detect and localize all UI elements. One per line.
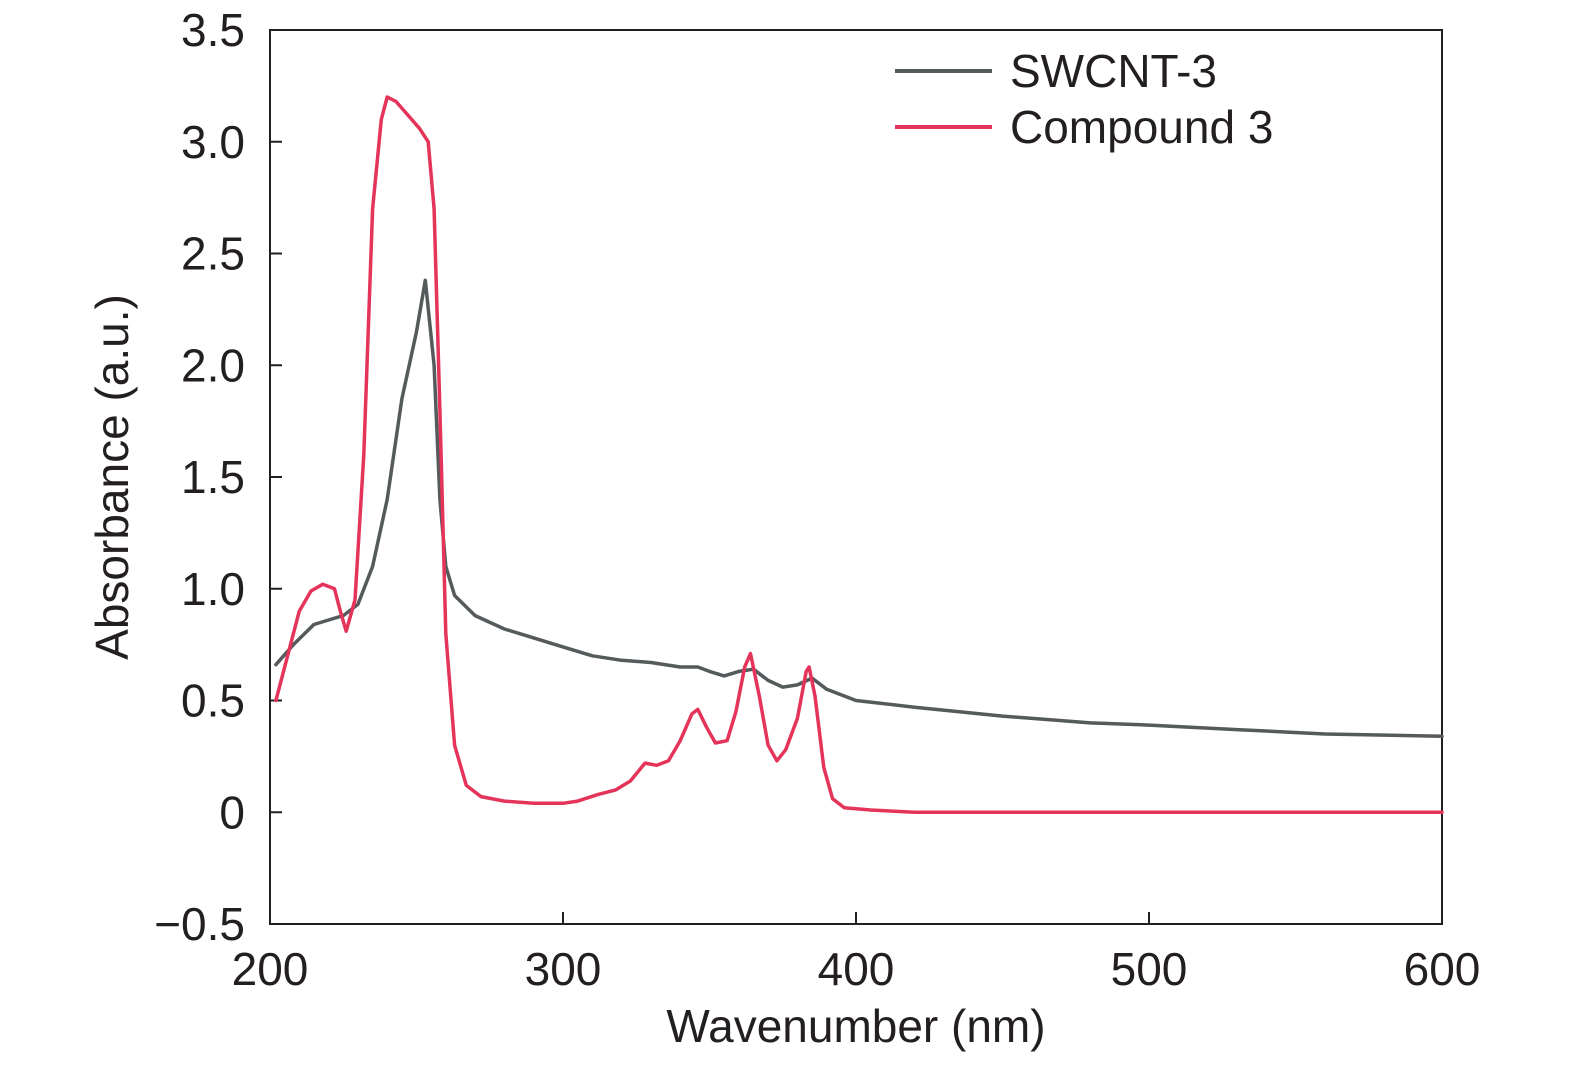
y-tick-label: 2.0 bbox=[181, 339, 245, 391]
series-line-compound-3 bbox=[274, 95, 1444, 815]
x-axis-title: Wavenumber (nm) bbox=[666, 1000, 1045, 1052]
x-tick-label: 200 bbox=[232, 943, 309, 995]
y-tick-label: 3.0 bbox=[181, 116, 245, 168]
legend-label-swcnt-3: SWCNT-3 bbox=[1010, 45, 1217, 97]
series-line-swcnt-3 bbox=[274, 278, 1444, 739]
x-tick-label: 400 bbox=[818, 943, 895, 995]
y-tick-label: 0 bbox=[219, 786, 245, 838]
y-axis-title: Absorbance (a.u.) bbox=[86, 294, 138, 660]
y-axis: −0.5 0 0.5 1.0 1.5 2.0 2.5 3.0 3.5 bbox=[154, 4, 282, 950]
x-tick-label: 600 bbox=[1404, 943, 1481, 995]
plot-frame bbox=[269, 29, 1443, 925]
y-tick-label: 3.5 bbox=[181, 4, 245, 56]
series-layer bbox=[274, 95, 1444, 815]
legend-label-compound-3: Compound 3 bbox=[1010, 101, 1273, 153]
y-tick-label: 0.5 bbox=[181, 675, 245, 727]
x-axis: 200 300 400 500 600 bbox=[232, 912, 1481, 995]
y-tick-label: 1.5 bbox=[181, 451, 245, 503]
y-tick-label: 2.5 bbox=[181, 228, 245, 280]
y-tick-label: 1.0 bbox=[181, 563, 245, 615]
x-tick-label: 300 bbox=[525, 943, 602, 995]
y-tick-label: −0.5 bbox=[154, 898, 245, 950]
x-tick-label: 500 bbox=[1111, 943, 1188, 995]
